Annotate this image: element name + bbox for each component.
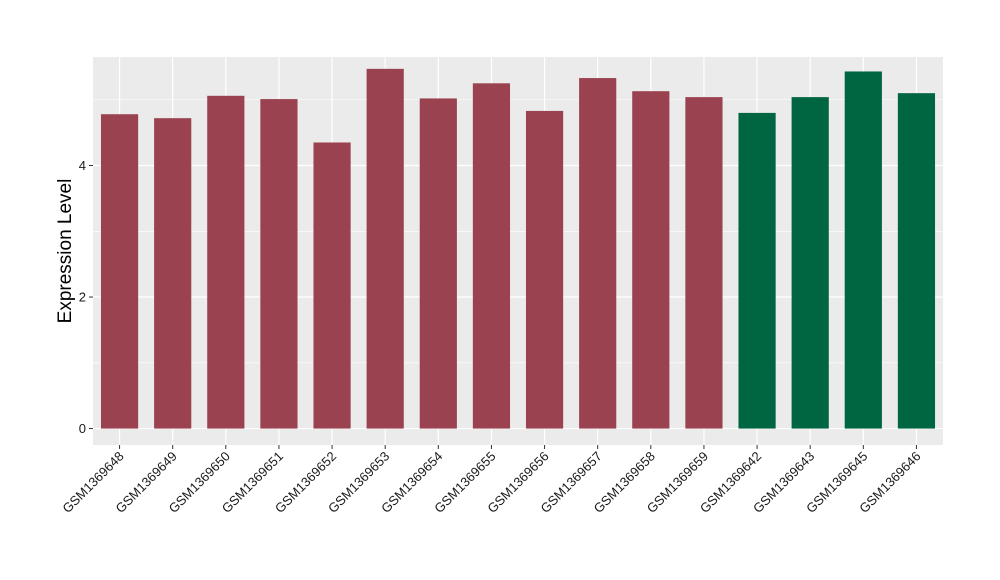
y-tick-label: 2 bbox=[79, 290, 86, 305]
bar bbox=[525, 110, 564, 429]
y-axis: 0 2 4 bbox=[79, 158, 93, 436]
bar bbox=[897, 93, 936, 429]
y-tick-label: 4 bbox=[79, 158, 86, 173]
bar bbox=[844, 71, 882, 429]
bar bbox=[579, 78, 617, 429]
bar bbox=[791, 97, 829, 429]
y-axis-title: Expression Level bbox=[55, 179, 76, 324]
bar bbox=[419, 98, 457, 429]
bar bbox=[685, 97, 723, 429]
x-axis: GSM1369648GSM1369649GSM1369650GSM1369651… bbox=[59, 445, 924, 516]
bars bbox=[100, 68, 936, 429]
bar bbox=[738, 112, 776, 429]
bar bbox=[632, 91, 670, 429]
bar bbox=[207, 95, 245, 429]
bar bbox=[260, 99, 298, 429]
bar bbox=[366, 68, 404, 429]
bar bbox=[154, 118, 192, 429]
bar bbox=[100, 114, 139, 429]
bar bbox=[313, 142, 351, 429]
bar bbox=[472, 83, 511, 429]
y-tick-label: 0 bbox=[79, 421, 86, 436]
